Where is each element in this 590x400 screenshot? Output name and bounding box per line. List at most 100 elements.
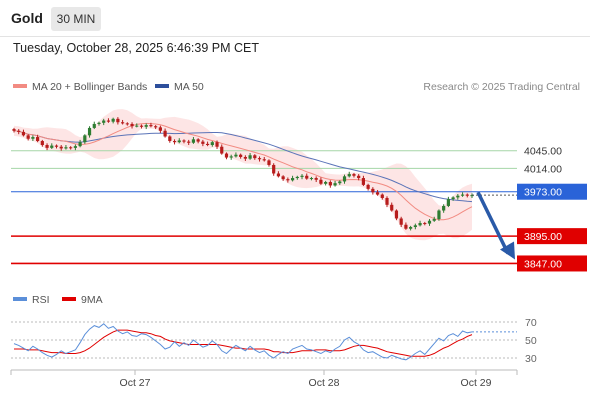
candle xyxy=(12,127,16,133)
candle xyxy=(418,220,422,227)
candle xyxy=(375,190,380,196)
level-badge-3847.00 xyxy=(517,255,587,272)
candle xyxy=(333,180,337,187)
candle xyxy=(36,134,40,143)
price-level-labels: 4045.00 4014.00 3973.00 3895.00 3847.00 xyxy=(517,146,587,272)
timestamp: Tuesday, October 28, 2025 6:46:39 PM CET xyxy=(13,41,259,55)
candle xyxy=(276,171,281,178)
level-badge-3895.00 xyxy=(517,228,587,245)
candle xyxy=(295,175,299,180)
header-divider xyxy=(0,36,590,37)
candle xyxy=(111,117,115,124)
candle xyxy=(305,173,309,180)
candle xyxy=(272,163,276,176)
candle xyxy=(394,209,399,221)
rsi-ma-legend-swatch xyxy=(62,297,76,301)
candle xyxy=(220,144,224,155)
candle xyxy=(390,202,394,212)
candle xyxy=(116,117,120,125)
candle xyxy=(357,174,361,181)
candle xyxy=(262,156,266,162)
price-levels xyxy=(11,150,517,265)
candle xyxy=(73,144,77,151)
candle xyxy=(290,175,295,182)
candle xyxy=(380,193,384,200)
candle xyxy=(409,225,413,231)
rsi-line xyxy=(13,323,473,361)
candle xyxy=(125,122,129,126)
candle xyxy=(338,180,342,185)
symbol-title: Gold xyxy=(11,10,43,26)
candle xyxy=(423,221,427,226)
candle xyxy=(31,135,35,142)
candle xyxy=(361,175,366,187)
candle xyxy=(106,118,111,123)
candle xyxy=(432,216,436,222)
ma50-line xyxy=(13,130,473,203)
candle xyxy=(456,193,460,200)
candle xyxy=(92,121,96,130)
ma50-legend-label: MA 50 xyxy=(174,81,204,93)
rsi-legend-swatch xyxy=(13,297,27,301)
candle xyxy=(437,209,441,221)
candle xyxy=(26,134,30,141)
candle xyxy=(210,141,214,147)
candle xyxy=(404,222,408,230)
x-axis: Oct 27 Oct 28 Oct 29 xyxy=(10,370,518,389)
candle xyxy=(319,177,323,185)
candle xyxy=(50,143,54,150)
candle xyxy=(385,196,389,208)
candle xyxy=(328,180,332,188)
candle xyxy=(309,176,314,181)
candle xyxy=(187,139,191,146)
candle xyxy=(69,146,73,150)
candle xyxy=(97,121,101,126)
candle xyxy=(366,183,370,191)
rsi-tick-70: 70 xyxy=(525,317,537,329)
candle xyxy=(102,118,106,126)
candle xyxy=(83,134,87,144)
candle xyxy=(253,154,257,160)
rsi-panel: 70 50 30 xyxy=(11,317,537,365)
timeframe-button[interactable]: 30 MIN xyxy=(51,7,101,31)
x-tick-label: Oct 27 xyxy=(120,377,151,389)
candle xyxy=(205,141,210,147)
candle xyxy=(144,123,148,130)
candle xyxy=(201,139,205,147)
candle xyxy=(172,139,177,145)
candle xyxy=(442,204,446,213)
candle xyxy=(234,152,238,158)
candle xyxy=(371,187,375,195)
candle xyxy=(135,123,139,128)
candle xyxy=(177,138,181,144)
candle xyxy=(40,139,44,147)
candle xyxy=(78,139,82,148)
candle xyxy=(451,196,455,201)
ma20-legend-label: MA 20 + Bollinger Bands xyxy=(32,81,147,93)
candle xyxy=(17,129,21,135)
candle xyxy=(168,135,172,143)
moving-averages xyxy=(13,122,473,221)
candle xyxy=(64,145,68,150)
bollinger-band xyxy=(14,109,472,241)
ma20-line xyxy=(13,122,473,221)
candle xyxy=(54,144,59,149)
candle xyxy=(465,193,469,198)
forecast-arrow xyxy=(472,191,517,260)
candle xyxy=(352,172,356,178)
candle xyxy=(59,145,63,151)
level-label-3895.00: 3895.00 xyxy=(524,231,562,243)
chart-header: Gold 30 MIN xyxy=(0,0,590,36)
bollinger-band-area xyxy=(14,109,472,241)
candle xyxy=(257,156,262,162)
candle xyxy=(460,192,465,197)
candle xyxy=(239,153,243,159)
candle xyxy=(248,152,252,160)
level-label-3847.00: 3847.00 xyxy=(524,258,562,270)
candle xyxy=(21,129,26,137)
candle xyxy=(446,196,450,208)
candle xyxy=(347,171,351,178)
candle xyxy=(87,126,92,138)
candle xyxy=(413,223,417,230)
rsi-ma-legend-label: 9MA xyxy=(81,294,103,306)
